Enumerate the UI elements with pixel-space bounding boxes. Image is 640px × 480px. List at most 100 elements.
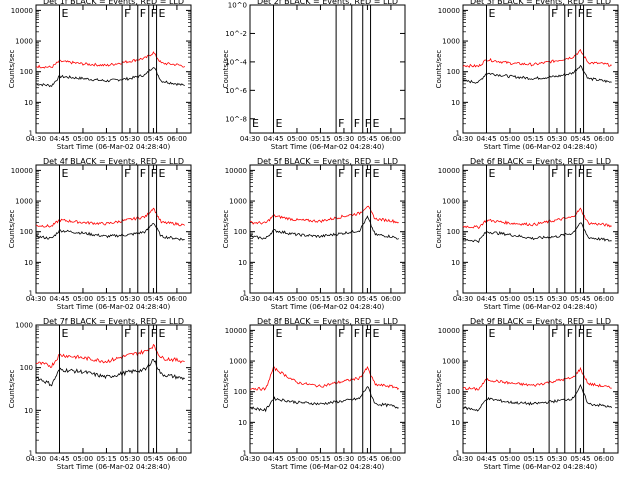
event-marker-label: E xyxy=(61,7,68,20)
x-tick-label: 06:00 xyxy=(594,455,614,463)
y-tick-label: 1000 xyxy=(442,358,460,366)
event-marker-label: F xyxy=(365,327,371,340)
event-marker-label: F xyxy=(578,327,584,340)
y-axis-label: Counts/sec xyxy=(222,370,230,409)
y-tick-label: 100 xyxy=(234,388,247,396)
x-tick-label: 05:00 xyxy=(287,455,307,463)
y-axis-label: Counts/sec xyxy=(8,370,16,409)
series-events-line xyxy=(35,222,185,241)
event-marker-label: E xyxy=(488,7,495,20)
x-tick-label: 05:45 xyxy=(357,455,377,463)
event-marker-label: F xyxy=(567,327,573,340)
event-marker-label: F xyxy=(551,327,557,340)
x-tick-label: 04:30 xyxy=(240,295,260,303)
event-marker-label: F xyxy=(151,327,157,340)
y-tick-label: 1000 xyxy=(229,358,247,366)
event-marker-label: F xyxy=(151,167,157,180)
y-tick-label: 10^-2 xyxy=(225,30,247,38)
panel-title: Det 6f BLACK = Events, RED = LLD xyxy=(470,157,611,166)
detector-panel-5: Det 5f BLACK = Events, RED = LLD 1 10 100 10… xyxy=(222,157,406,311)
event-marker-label: F xyxy=(151,7,157,20)
event-marker-label: E xyxy=(373,117,380,130)
event-marker-label: E xyxy=(373,327,380,340)
y-tick-label: 1 xyxy=(456,130,460,138)
event-marker-label: F xyxy=(365,117,371,130)
x-axis-label: Start Time (06-Mar-02 04:28:40) xyxy=(57,303,171,311)
x-tick-label: 05:30 xyxy=(120,295,140,303)
y-tick-label: 10 xyxy=(238,419,247,427)
x-axis-label: Start Time (06-Mar-02 04:28:40) xyxy=(484,143,598,151)
x-tick-label: 06:00 xyxy=(594,135,614,143)
event-marker-label: E xyxy=(61,327,68,340)
y-tick-label: 10000 xyxy=(11,167,33,175)
event-marker-label: F xyxy=(124,327,130,340)
x-tick-label: 05:30 xyxy=(547,135,567,143)
y-tick-label: 10^-8 xyxy=(225,115,247,123)
x-tick-label: 05:30 xyxy=(334,295,354,303)
y-axis-label: Counts/sec xyxy=(222,50,230,89)
x-axis-label: Start Time (06-Mar-02 04:28:40) xyxy=(57,463,171,471)
y-tick-label: 10000 xyxy=(11,7,33,15)
y-tick-label: 1 xyxy=(243,290,247,298)
detector-panel-9: Det 9f BLACK = Events, RED = LLD 1 10 100 10… xyxy=(435,317,619,471)
x-tick-label: 04:45 xyxy=(476,295,496,303)
x-tick-label: 05:30 xyxy=(547,455,567,463)
event-marker-label: E xyxy=(586,167,593,180)
panel-title: Det 2f BLACK = Events, RED = LLD xyxy=(257,0,398,6)
x-tick-label: 04:45 xyxy=(49,295,69,303)
series-lld-line xyxy=(462,48,612,68)
panel-title: Det 3f BLACK = Events, RED = LLD xyxy=(470,0,611,6)
x-tick-label: 06:00 xyxy=(167,295,187,303)
y-tick-label: 10 xyxy=(238,259,247,267)
y-tick-label: 1000 xyxy=(442,38,460,46)
series-lld-line xyxy=(35,207,185,228)
event-marker-label: F xyxy=(567,167,573,180)
y-tick-label: 10 xyxy=(451,259,460,267)
series-events-line xyxy=(462,222,612,243)
plot-frame xyxy=(35,4,192,134)
x-tick-label: 05:15 xyxy=(96,135,116,143)
event-marker-label: F xyxy=(124,7,130,20)
panel-title: Det 8f BLACK = Events, RED = LLD xyxy=(257,317,398,326)
y-tick-label: 10 xyxy=(24,259,33,267)
event-marker-label: F xyxy=(124,167,130,180)
event-marker-label: E xyxy=(275,167,282,180)
series-events-line xyxy=(462,383,613,412)
y-axis-label: Counts/sec xyxy=(435,370,443,409)
x-tick-label: 04:45 xyxy=(263,295,283,303)
y-tick-label: 100 xyxy=(447,68,460,76)
y-axis-label: Counts/sec xyxy=(435,50,443,89)
x-tick-label: 05:45 xyxy=(143,455,163,463)
x-tick-label: 04:30 xyxy=(26,455,46,463)
x-axis-label: Start Time (06-Mar-02 04:28:40) xyxy=(484,463,598,471)
series-events-line xyxy=(462,64,612,84)
x-tick-label: 05:45 xyxy=(357,295,377,303)
x-tick-label: 06:00 xyxy=(167,455,187,463)
event-marker-label: E xyxy=(275,117,282,130)
event-marker-label: F xyxy=(551,7,557,20)
event-marker-label: E xyxy=(586,7,593,20)
event-marker-label: F xyxy=(140,327,146,340)
y-axis-label: Counts/sec xyxy=(222,210,230,249)
series-events-line xyxy=(35,358,185,387)
x-tick-label: 04:45 xyxy=(49,455,69,463)
plot-frame xyxy=(462,164,619,294)
series-lld-line xyxy=(35,51,185,69)
x-tick-label: 04:30 xyxy=(453,135,473,143)
plot-frame xyxy=(249,4,406,134)
y-axis-label: Counts/sec xyxy=(435,210,443,249)
detector-panel-8: Det 8f BLACK = Events, RED = LLD 1 10 100 10… xyxy=(222,317,406,471)
panel-title: Det 4f BLACK = Events, RED = LLD xyxy=(43,157,184,166)
plot-frame xyxy=(462,4,619,134)
y-tick-label: 1 xyxy=(456,450,460,458)
x-tick-label: 05:45 xyxy=(570,295,590,303)
x-tick-label: 05:30 xyxy=(334,455,354,463)
y-tick-label: 10^0 xyxy=(228,2,247,10)
x-tick-label: 04:30 xyxy=(26,295,46,303)
y-tick-label: 100 xyxy=(447,388,460,396)
event-marker-label: F xyxy=(354,167,360,180)
y-tick-label: 1 xyxy=(29,290,33,298)
y-tick-label: 10000 xyxy=(438,7,460,15)
x-tick-label: 05:30 xyxy=(334,135,354,143)
